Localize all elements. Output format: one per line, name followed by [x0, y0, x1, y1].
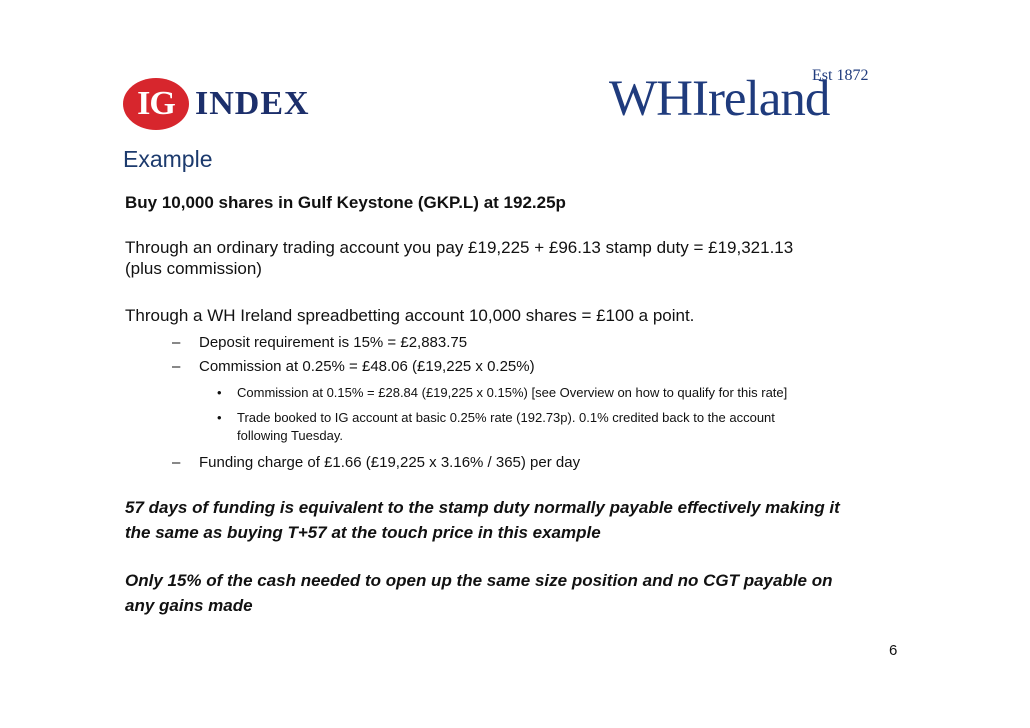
page-number: 6 [889, 642, 898, 659]
page-title: Example [123, 146, 213, 172]
dash-marker: – [172, 358, 181, 375]
example-headline: Buy 10,000 shares in Gulf Keystone (GKP.… [125, 193, 566, 212]
dash-marker: – [172, 454, 181, 471]
ordinary-account-line-1: Through an ordinary trading account you … [125, 238, 794, 257]
dash-marker: – [172, 334, 181, 351]
bullet-marker: • [217, 385, 222, 400]
wh-logo-wh: WH [609, 71, 693, 127]
dash-item-commission: Commission at 0.25% = £48.06 (£19,225 x … [199, 358, 535, 375]
bullet-trade-booked-line-2: following Tuesday. [237, 428, 343, 443]
bullet-trade-booked-line-1: Trade booked to IG account at basic 0.25… [237, 410, 775, 425]
dash-item-funding: Funding charge of £1.66 (£19,225 x 3.16%… [199, 454, 581, 471]
wh-logo-est: Est 1872 [812, 67, 869, 84]
wh-ireland-logo: Est 1872 WHIreland [609, 63, 899, 127]
dash-item-deposit: Deposit requirement is 15% = £2,883.75 [199, 334, 468, 351]
conclusion-1-line-2: the same as buying T+57 at the touch pri… [125, 523, 601, 542]
ig-index-logo: IG INDEX [123, 74, 310, 134]
conclusion-2-line-1: Only 15% of the cash needed to open up t… [125, 571, 833, 590]
bullet-commission-reduced: Commission at 0.15% = £28.84 (£19,225 x … [237, 385, 788, 400]
wh-logo-ireland: Ireland [691, 71, 830, 127]
ordinary-account-line-2: (plus commission) [125, 259, 262, 278]
ig-logo-oval: IG [123, 78, 189, 130]
wh-logo-wordmark: WHIreland [609, 71, 830, 127]
ig-logo-wordmark: INDEX [195, 85, 310, 122]
conclusion-2-line-2: any gains made [125, 596, 253, 615]
spreadbet-intro: Through a WH Ireland spreadbetting accou… [125, 306, 695, 325]
bullet-marker: • [217, 410, 222, 425]
conclusion-1-line-1: 57 days of funding is equivalent to the … [125, 498, 840, 517]
